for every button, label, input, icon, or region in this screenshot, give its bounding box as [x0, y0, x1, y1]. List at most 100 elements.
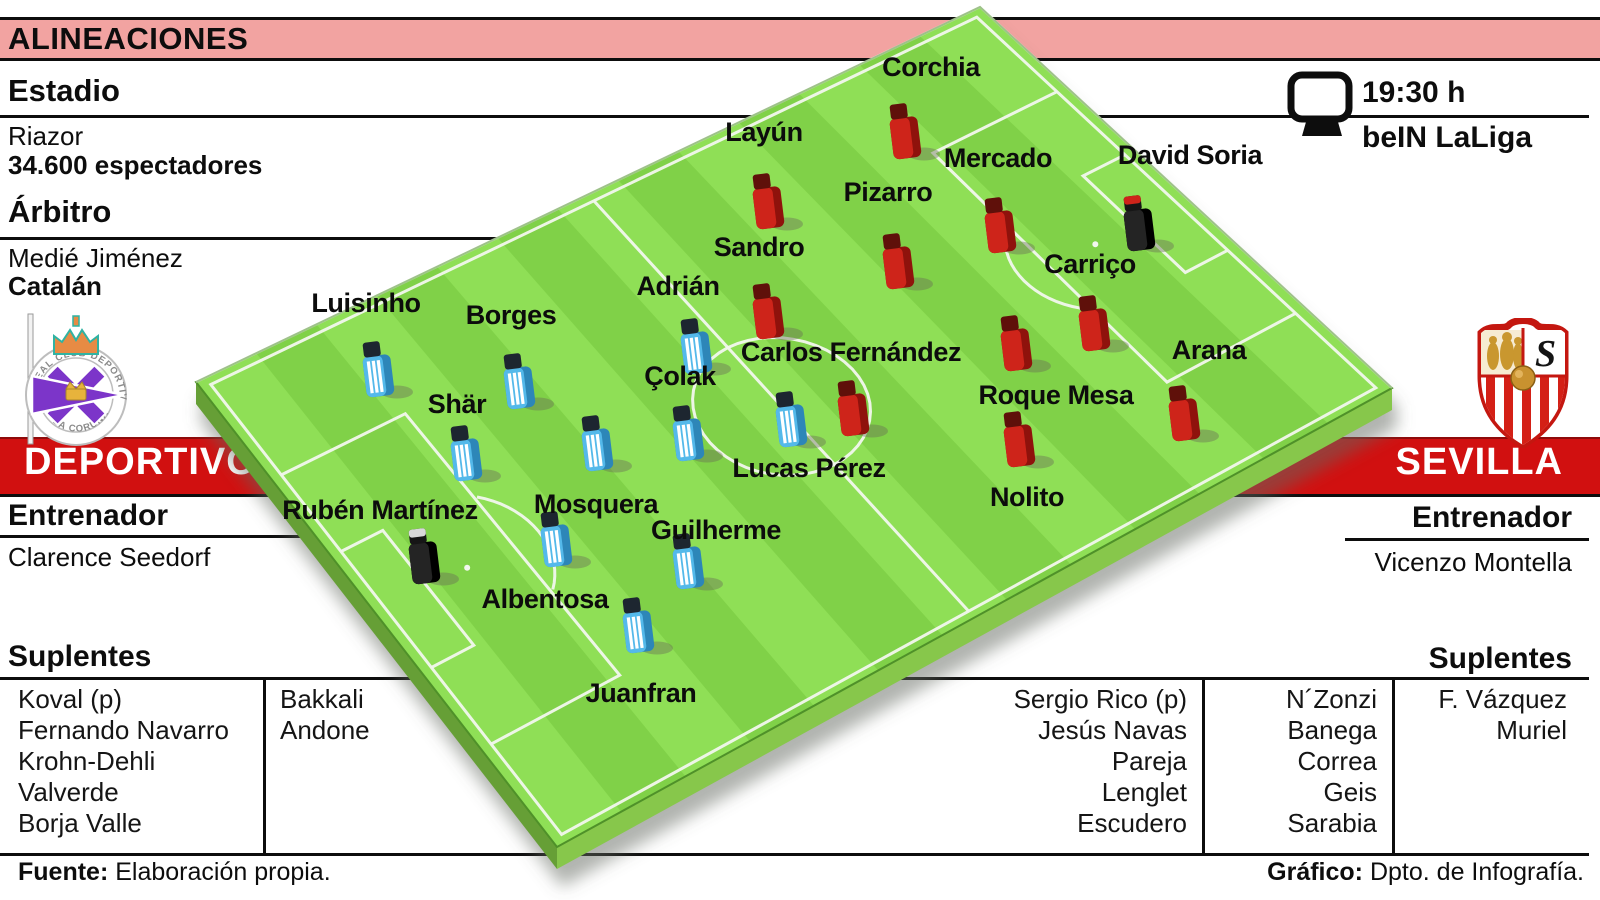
- pitch-surface: [196, 7, 1392, 847]
- suplentes-heading-deportivo: Suplentes: [8, 640, 152, 673]
- player-label: Juanfran: [586, 678, 697, 708]
- crest-center-crown: [65, 381, 87, 401]
- player-label: Rubén Martínez: [282, 495, 477, 525]
- player-figure-dep: [540, 511, 591, 569]
- arbitro-heading: Árbitro: [8, 194, 112, 229]
- player-figure-dep: [680, 318, 731, 376]
- pitch-marking: [340, 528, 477, 669]
- saints-figures: [1487, 332, 1523, 370]
- player-label: David Soria: [1118, 140, 1264, 170]
- player-shadow: [908, 147, 940, 161]
- pitch-marking: [1080, 153, 1229, 275]
- player-shadow: [381, 385, 413, 399]
- subs-sevilla-col3: F. Vázquez Muriel: [1397, 684, 1567, 746]
- pitch-marking: [476, 495, 557, 590]
- player-label: Luisinho: [311, 288, 420, 318]
- deportivo-crest: REAL CLUB DEPORTIVO LA CORUÑA: [2, 292, 131, 455]
- player-head: [837, 380, 856, 397]
- player-label: Sandro: [714, 232, 805, 262]
- substitute-name: Geis: [1323, 777, 1377, 807]
- attendance: 34.600 espectadores: [8, 150, 263, 180]
- pitch-spot: [778, 403, 785, 409]
- pitch-stripe: [678, 122, 1136, 565]
- player-figure-sev: [1078, 295, 1129, 353]
- player-shadow: [771, 217, 803, 231]
- player-label: Shär: [428, 389, 487, 419]
- pitch-edge: [194, 5, 1394, 849]
- source-note: Fuente: Elaboración propia.: [18, 858, 331, 887]
- alineaciones-banner: ALINEACIONES: [0, 17, 1600, 61]
- player-head: [581, 415, 600, 432]
- pitch-edge-highlight: [195, 5, 1393, 389]
- player-label: Carlos Fernández: [741, 337, 961, 367]
- coach-deportivo: Clarence Seedorf: [8, 542, 211, 572]
- subs-divider-deportivo: [263, 680, 266, 853]
- player-shadow: [559, 555, 591, 569]
- source-label: Fuente:: [18, 858, 109, 886]
- player-shadow: [771, 327, 803, 341]
- player-head: [882, 233, 901, 250]
- substitute-name: Sergio Rico (p): [1013, 684, 1187, 714]
- player-label: Çolak: [644, 361, 717, 391]
- player-head: [408, 528, 427, 545]
- crest-ball-highlight: [1515, 370, 1523, 378]
- player-shadow: [856, 424, 888, 438]
- player-shadow: [901, 277, 933, 291]
- player-figure-sev: [889, 103, 940, 161]
- substitute-name: Lenglet: [1101, 777, 1187, 807]
- substitute-name: Krohn-Dehli: [18, 746, 156, 776]
- player-head: [622, 597, 641, 614]
- entrenador-heading-sevilla: Entrenador: [1411, 501, 1572, 534]
- entrenador-heading-deportivo: Entrenador: [8, 499, 169, 532]
- player-shadow: [427, 572, 459, 586]
- arbitro-rule: [0, 237, 600, 240]
- kickoff-time: 19:30 h: [1362, 76, 1466, 109]
- player-figure-goalkeeper: [1123, 195, 1174, 253]
- subs-divider-sevilla-2: [1392, 680, 1395, 853]
- pitch-marking: [930, 90, 1297, 384]
- pitch-marking: [592, 199, 970, 613]
- credit-text: Dpto. de Infografía.: [1369, 858, 1584, 886]
- substitute-name: Escudero: [1077, 808, 1187, 838]
- player-head: [503, 353, 522, 370]
- substitute-name: F. Vázquez: [1438, 684, 1567, 714]
- source-text: Elaboración propia.: [115, 858, 331, 886]
- player-shadow: [1142, 239, 1174, 253]
- substitute-name: Fernando Navarro: [18, 715, 229, 745]
- player-shadow: [699, 362, 731, 376]
- player-figure-sev: [752, 173, 803, 231]
- player-shadow: [1097, 339, 1129, 353]
- player-label: Mercado: [944, 143, 1052, 173]
- pitch-stripe: [557, 180, 1007, 636]
- subs-deportivo-col2: Bakkali Andone: [280, 684, 370, 746]
- tv-channel: beIN LaLiga: [1362, 121, 1533, 154]
- sfc-monogram: S: [1535, 333, 1556, 375]
- player-label: Roque Mesa: [978, 380, 1134, 410]
- subs-sevilla-col1: Sergio Rico (p) Jesús Navas Pareja Lenglet E…: [887, 684, 1187, 839]
- player-head: [775, 391, 794, 408]
- pitch-marking: [1003, 228, 1090, 311]
- player-figure-sev: [882, 233, 933, 291]
- pitch-stripe: [618, 151, 1071, 600]
- player-label: Borges: [466, 300, 557, 330]
- pitch-stripe: [799, 64, 1264, 494]
- crest-ball: [1510, 365, 1536, 391]
- pitch-stripe: [196, 353, 622, 847]
- player-head: [1168, 385, 1187, 402]
- substitute-name: Valverde: [18, 777, 119, 807]
- gk-head-patch: [1123, 195, 1141, 205]
- player-labels: Rubén Martínez Luisinho Borges Shär Albentos…: [282, 52, 1264, 708]
- substitute-name: Bakkali: [280, 684, 364, 714]
- sevilla-crest: S: [1476, 317, 1570, 453]
- player-figure-sev: [1000, 315, 1051, 373]
- substitute-name: Koval (p): [18, 684, 123, 714]
- bottom-rule: [0, 853, 1589, 856]
- pitch-spot: [1092, 241, 1099, 248]
- pitch-spot: [464, 564, 471, 571]
- credit-note: Gráfico: Dpto. de Infografía.: [1267, 858, 1584, 887]
- player-head: [1003, 411, 1022, 428]
- player-shadow: [1019, 359, 1051, 373]
- player-label: Arana: [1172, 335, 1248, 365]
- referee-name: Medié Jiménez: [8, 243, 183, 273]
- credit-label: Gráfico:: [1267, 858, 1364, 886]
